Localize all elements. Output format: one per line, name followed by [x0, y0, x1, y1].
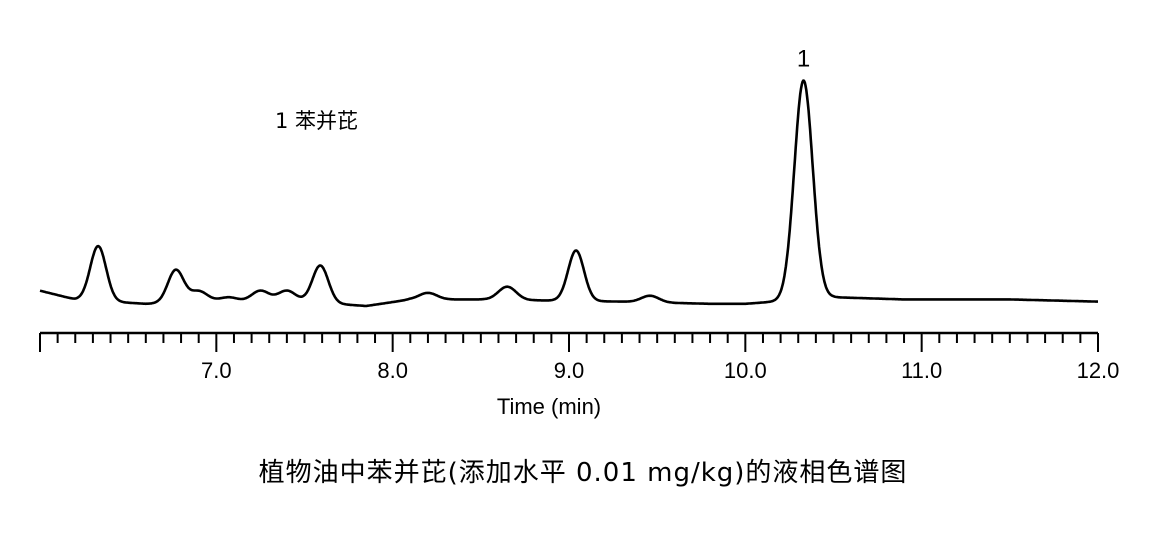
x-axis-ticks [39, 333, 1099, 352]
legend-entry: 1 苯并芘 [275, 109, 358, 133]
x-axis-tick-labels: 7.0 8.0 9.0 10.0 11.0 12.0 [201, 358, 1119, 383]
chromatogram-trace [39, 79, 1099, 308]
x-tick-label: 9.0 [554, 358, 585, 383]
figure-caption: 植物油中苯并芘(添加水平 0.01 mg/kg)的液相色谱图 [258, 458, 908, 488]
chromatogram-chart: 7.0 8.0 9.0 10.0 11.0 12.0 Time (min) 1 1 苯并芘 [39, 45, 1119, 419]
x-tick-label: 10.0 [724, 358, 767, 383]
peak-label: 1 [797, 45, 810, 72]
x-tick-label: 11.0 [901, 358, 942, 383]
x-tick-label: 7.0 [201, 358, 232, 383]
x-tick-label: 12.0 [1077, 358, 1120, 383]
peak-labels: 1 [797, 45, 810, 72]
x-tick-label: 8.0 [377, 358, 408, 383]
x-axis-title: Time (min) [497, 394, 601, 419]
